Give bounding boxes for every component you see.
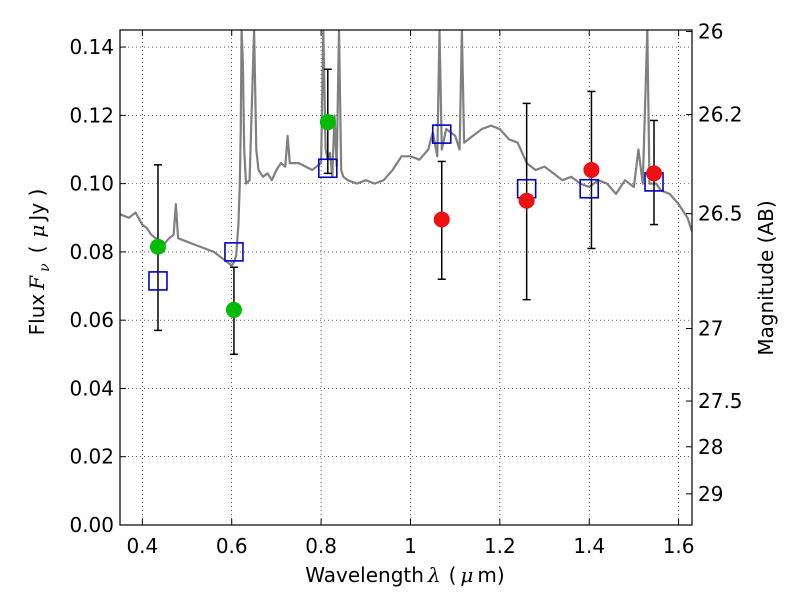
y-tick-label: 0.06: [69, 308, 114, 332]
y-tick-label: 0.12: [69, 103, 114, 127]
x-tick-label: 1.4: [573, 534, 605, 558]
y2-tick-label: 26: [698, 20, 723, 44]
model-flux-square: [317, 158, 338, 179]
observed-flux-point: [583, 161, 600, 178]
y-tick-label: 0.08: [69, 240, 114, 264]
y-tick-label: 0.00: [69, 513, 114, 537]
y-tick-label: 0.02: [69, 445, 114, 469]
y-axis-title: Flux F ν ( μ Jy ): [25, 189, 53, 336]
y2-tick-label: 26.2: [698, 103, 743, 127]
model-spectrum: [120, 30, 692, 267]
observed-flux-point: [319, 114, 336, 131]
y2-tick-label: 27: [698, 317, 723, 341]
x-tick-label: 0.8: [305, 534, 337, 558]
data-markers: [148, 114, 664, 318]
y2-tick-label: 29: [698, 482, 723, 506]
plot-frame: [119, 29, 693, 526]
model-flux-square: [224, 242, 244, 262]
model-flux-square: [579, 178, 600, 199]
observed-flux-point: [433, 211, 450, 228]
model-flux-square: [431, 124, 452, 144]
observed-flux-point: [149, 238, 166, 255]
y2-axis-title: Magnitude (AB): [754, 200, 778, 355]
model-flux-square: [148, 271, 168, 291]
x-tick-label: 1.2: [484, 534, 516, 558]
axis-ticks: 0.4 0.6 0.8 1 1.2 1.4 1.6 0.00 0.02 0.04 0.06 0.08 0…: [69, 20, 742, 558]
y-tick-label: 0.14: [69, 35, 114, 59]
x-tick-label: 1: [404, 534, 417, 558]
observed-flux-point: [225, 301, 242, 318]
spectrum-line: [120, 30, 692, 267]
y2-tick-label: 28: [698, 435, 723, 459]
x-axis-title: Wavelength λ ( μ m): [305, 563, 504, 587]
y2-tick-label: 26.5: [698, 202, 743, 226]
x-tick-label: 1.6: [663, 534, 695, 558]
observed-flux-point: [646, 165, 663, 182]
y-tick-label: 0.04: [69, 376, 114, 400]
x-tick-label: 0.6: [216, 534, 248, 558]
x-tick-label: 0.4: [126, 534, 158, 558]
y2-tick-label: 27.5: [698, 389, 743, 413]
observed-flux-point: [518, 192, 535, 209]
y-tick-label: 0.10: [69, 172, 114, 196]
